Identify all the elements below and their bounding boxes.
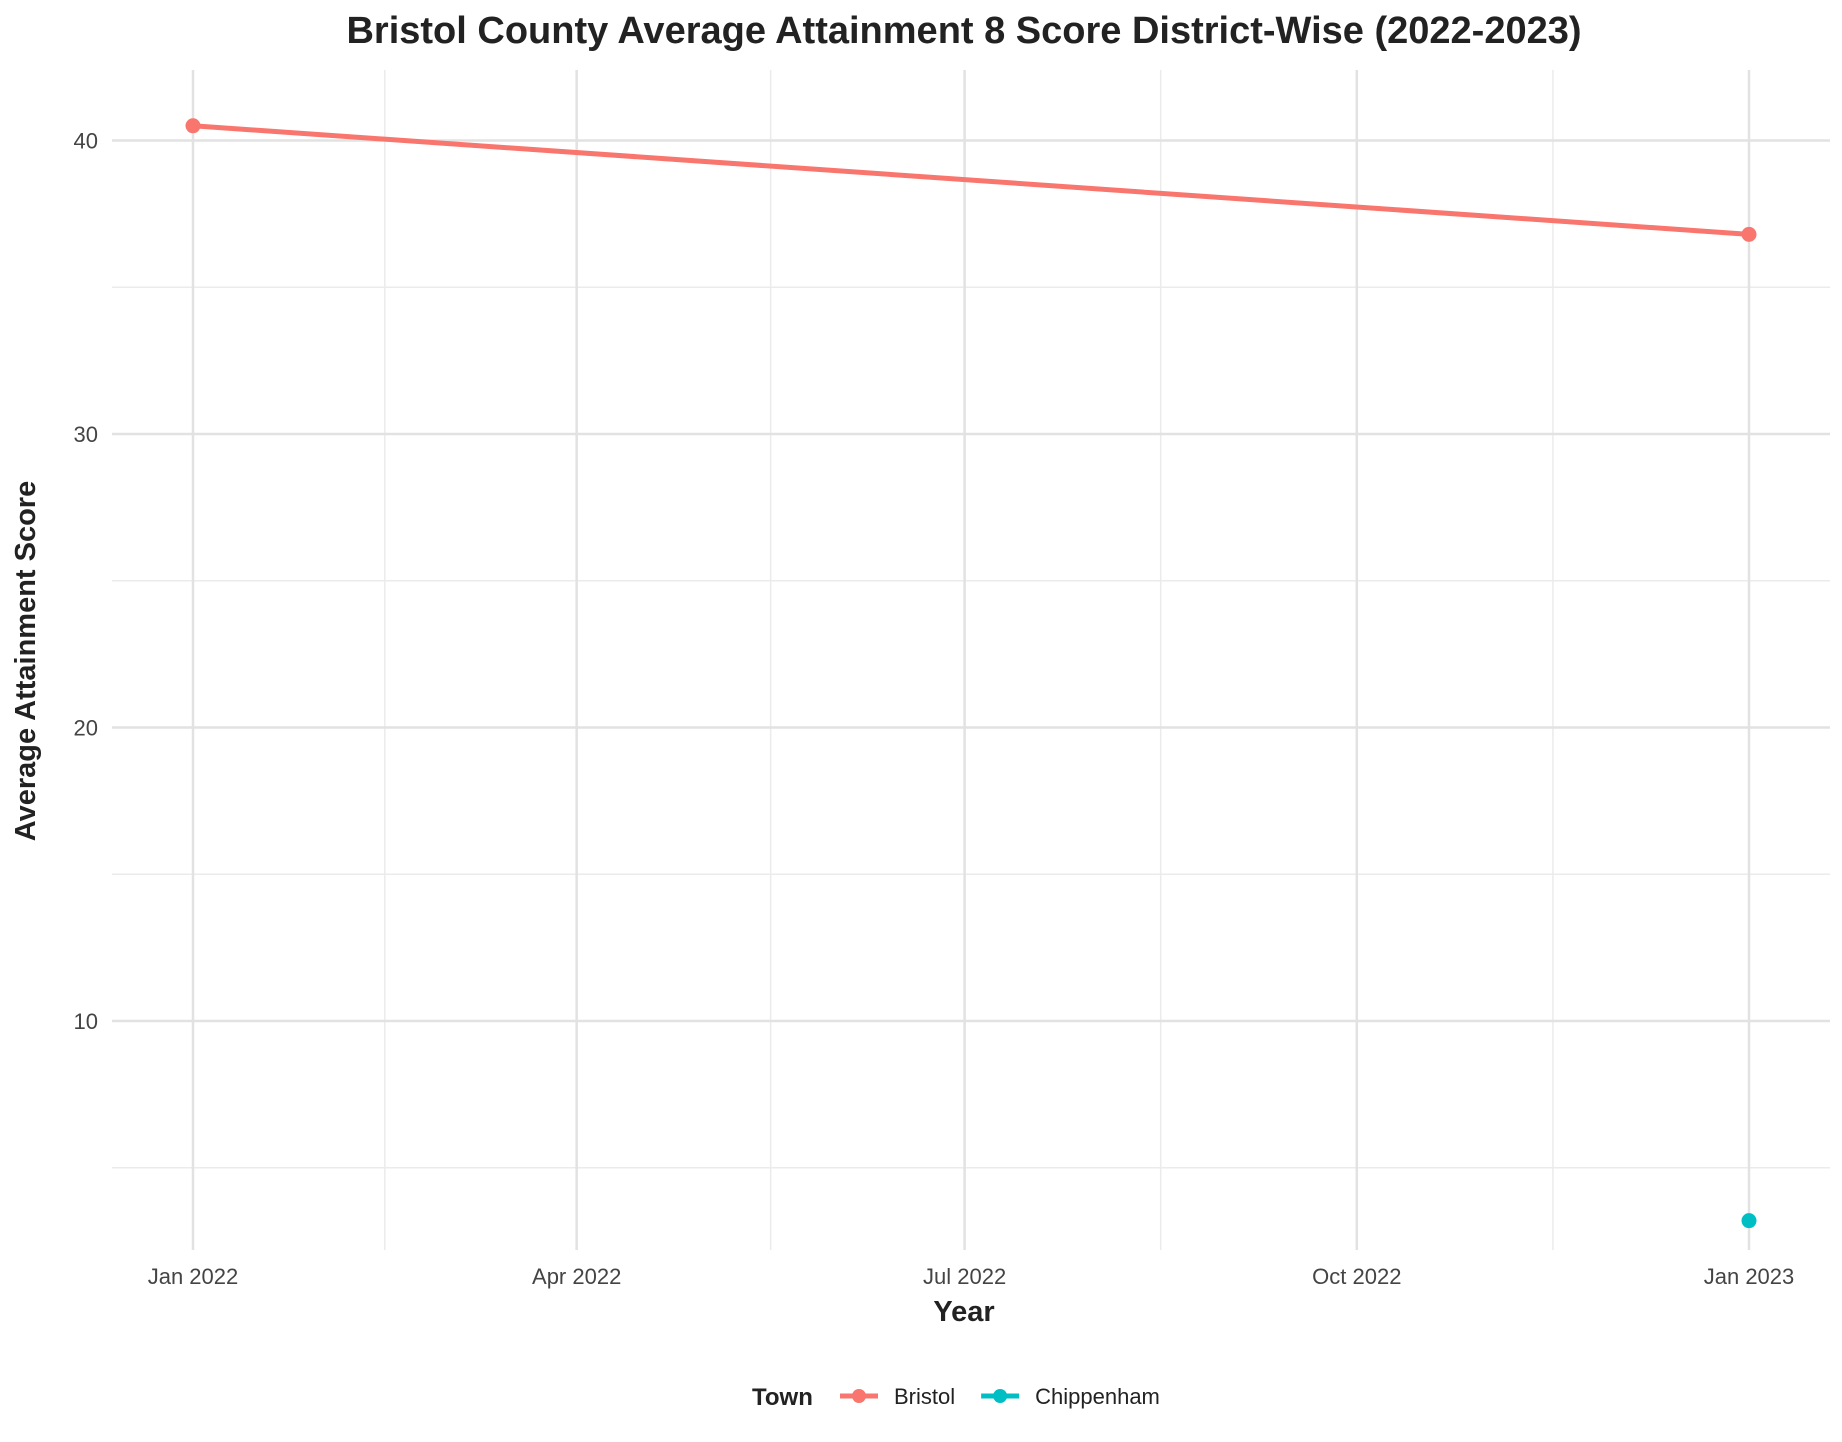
series-layer <box>185 118 1757 1229</box>
legend-key-point-chippenham <box>993 1389 1008 1403</box>
grid <box>112 70 1830 1250</box>
x-tick-labels: Jan 2022 Apr 2022 Jul 2022 Oct 2022 Jan 2023 <box>148 1264 1795 1289</box>
x-tick-label: Jan 2022 <box>148 1264 239 1289</box>
y-tick-label: 10 <box>74 1009 98 1034</box>
x-tick-label: Jan 2023 <box>1704 1264 1795 1289</box>
y-tick-label: 40 <box>74 128 98 153</box>
legend: Town Bristol Chippenham <box>752 1384 1160 1411</box>
x-tick-label: Apr 2022 <box>532 1264 621 1289</box>
data-point-bristol <box>1741 226 1757 242</box>
data-point-chippenham <box>1741 1213 1757 1229</box>
legend-items: Bristol Chippenham <box>840 1384 1160 1409</box>
legend-title: Town <box>752 1384 813 1411</box>
y-tick-label: 20 <box>74 716 98 741</box>
x-tick-label: Jul 2022 <box>923 1264 1006 1289</box>
x-tick-label: Oct 2022 <box>1312 1264 1401 1289</box>
series-line-bristol <box>190 123 1752 237</box>
y-tick-labels: 10 20 30 40 <box>74 128 98 1034</box>
data-point-bristol <box>185 118 201 134</box>
x-axis-label: Year <box>933 1296 994 1328</box>
y-axis-label: Average Attainment Score <box>10 481 42 841</box>
legend-label-chippenham: Chippenham <box>1035 1384 1160 1409</box>
legend-label-bristol: Bristol <box>894 1384 955 1409</box>
y-tick-label: 30 <box>74 422 98 447</box>
chart-title: Bristol County Average Attainment 8 Scor… <box>346 10 1581 52</box>
legend-key-point-bristol <box>852 1389 866 1403</box>
